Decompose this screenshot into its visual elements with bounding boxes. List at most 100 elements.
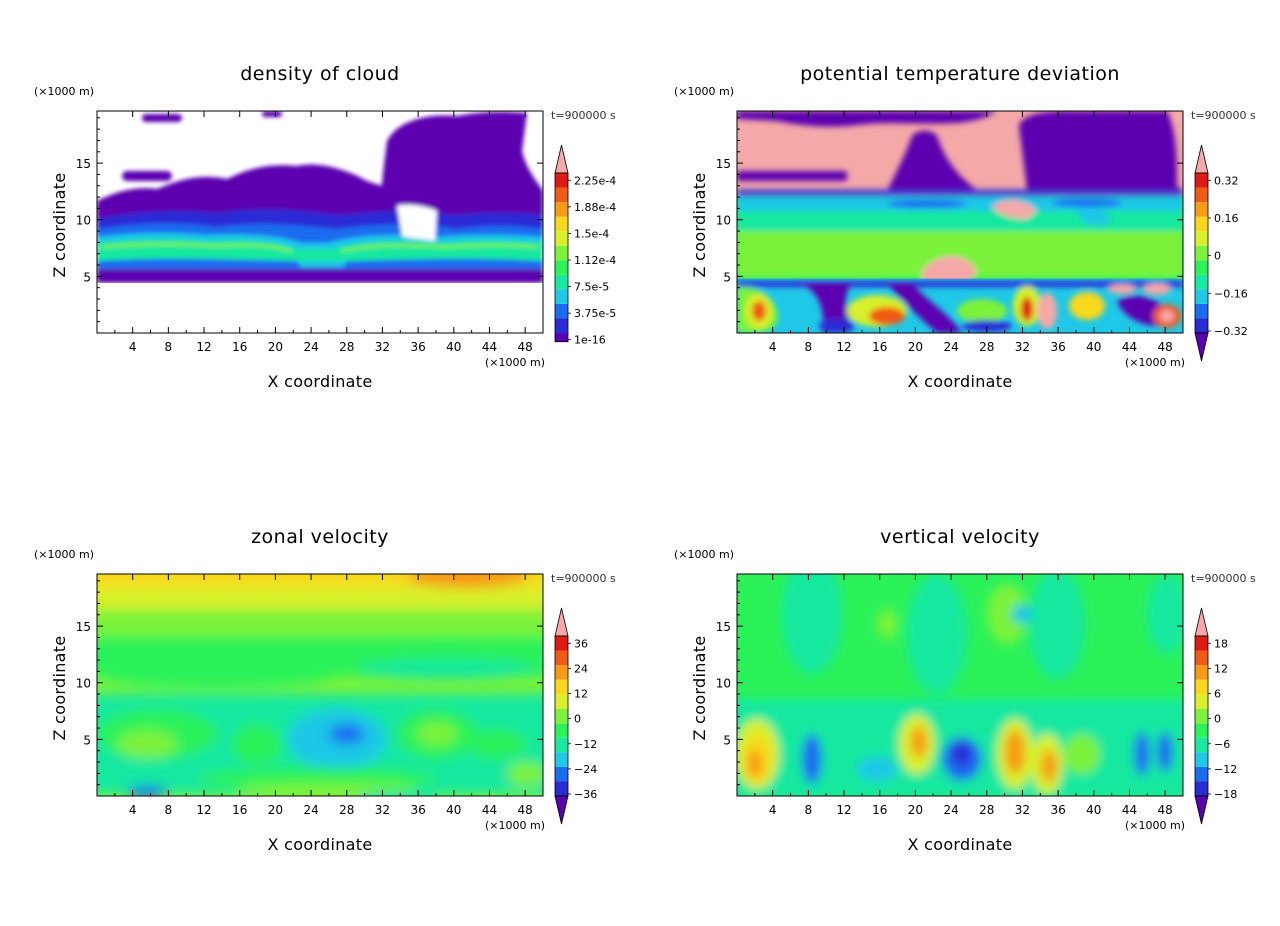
y-tick-label: 5 <box>83 270 91 284</box>
colorbar-segment <box>555 274 568 290</box>
x-tick-label: 36 <box>410 340 425 354</box>
x-unit-label: (×1000 m) <box>485 819 545 832</box>
x-tick-label: 36 <box>1050 340 1065 354</box>
x-tick-label: 24 <box>303 803 318 817</box>
plot-area <box>736 110 1184 334</box>
x-tick-label: 48 <box>1158 340 1173 354</box>
colorbar-label: 1.12e-4 <box>574 254 616 267</box>
x-tick-label: 16 <box>232 803 247 817</box>
x-tick-label: 24 <box>943 340 958 354</box>
y-axis: 5 10 15 <box>76 580 543 786</box>
colorbar: 1e-16 3.75e-5 7.5e-5 1.12e-4 1.5e-4 1.88e-4 2.… <box>554 144 616 347</box>
x-tick-label: 36 <box>410 803 425 817</box>
x-tick-label: 28 <box>339 340 354 354</box>
y-tick-label: 10 <box>716 214 731 228</box>
colorbar-segment <box>555 737 568 753</box>
y-axis: 5 10 15 <box>716 117 1183 323</box>
colorbar-arrow-top <box>1194 144 1209 174</box>
colorbar-label: 2.25e-4 <box>574 174 616 187</box>
x-tick-label: 44 <box>482 803 497 817</box>
x-tick-label: 12 <box>836 803 851 817</box>
x-axis-label: X coordinate <box>908 835 1013 854</box>
x-tick-label: 36 <box>1050 803 1065 817</box>
time-label: t=900000 s <box>551 109 616 122</box>
contour-field <box>97 111 543 333</box>
chart-title: vertical velocity <box>880 526 1040 548</box>
colorbar-arrow-top <box>554 607 569 637</box>
x-tick-label: 16 <box>872 803 887 817</box>
x-tick-label: 40 <box>1086 340 1101 354</box>
x-tick-label: 12 <box>196 340 211 354</box>
x-tick-label: 40 <box>1086 803 1101 817</box>
x-unit-label: (×1000 m) <box>485 356 545 369</box>
colorbar-segment <box>1195 694 1208 709</box>
x-tick-label: 48 <box>1158 803 1173 817</box>
x-tick-label: 44 <box>482 340 497 354</box>
y-axis-label: Z coordinate <box>50 636 69 741</box>
y-tick-label: 5 <box>723 733 731 747</box>
colorbar: −36 −24 −12 0 12 24 36 <box>554 607 597 825</box>
colorbar-label: −0.16 <box>1214 287 1248 300</box>
colorbar-label: −36 <box>574 788 597 801</box>
x-axis: 4 8 12 16 20 24 28 32 36 40 44 48 <box>114 111 533 354</box>
x-tick-label: 28 <box>979 340 994 354</box>
x-tick-label: 24 <box>943 803 958 817</box>
colorbar-label: 0 <box>1214 250 1221 263</box>
colorbar-label: 12 <box>1214 662 1228 675</box>
y-axis-label: Z coordinate <box>50 173 69 278</box>
colorbar-segment <box>1195 231 1208 246</box>
y-axis: 5 10 15 <box>76 117 543 323</box>
x-tick-label: 32 <box>1015 340 1030 354</box>
colorbar-label: −12 <box>574 738 597 751</box>
x-tick-label: 16 <box>872 340 887 354</box>
y-tick-label: 10 <box>76 677 91 691</box>
y-tick-label: 5 <box>83 733 91 747</box>
colorbar-outline <box>1194 635 1209 797</box>
x-axis-label: X coordinate <box>268 835 373 854</box>
colorbar-label: 0 <box>1214 713 1221 726</box>
x-unit-label: (×1000 m) <box>1125 356 1185 369</box>
x-tick-label: 8 <box>805 340 813 354</box>
colorbar-segment <box>555 173 568 188</box>
colorbar-arrow-bottom <box>1194 795 1209 825</box>
colorbar-label: 24 <box>574 662 588 675</box>
chart-title: density of cloud <box>240 63 400 85</box>
colorbar-segment <box>555 752 568 767</box>
time-label: t=900000 s <box>1191 109 1256 122</box>
y-tick-label: 10 <box>76 214 91 228</box>
colorbar-segment <box>555 333 568 342</box>
y-tick-label: 15 <box>716 157 731 171</box>
x-tick-label: 4 <box>769 340 777 354</box>
colorbar-label: 0.32 <box>1214 174 1239 187</box>
y-axis: 5 10 15 <box>716 580 1183 786</box>
colorbar-segment <box>555 245 568 261</box>
x-tick-label: 44 <box>1122 340 1137 354</box>
x-tick-label: 32 <box>375 340 390 354</box>
x-tick-label: 12 <box>836 340 851 354</box>
x-tick-label: 32 <box>375 803 390 817</box>
x-tick-label: 24 <box>303 340 318 354</box>
x-tick-label: 12 <box>196 803 211 817</box>
colorbar-segment <box>1195 781 1208 796</box>
colorbar-label: −24 <box>574 763 597 776</box>
colorbar-segment <box>555 216 568 232</box>
colorbar-segment <box>555 289 568 304</box>
colorbar-label: −18 <box>1214 788 1237 801</box>
x-tick-label: 28 <box>339 803 354 817</box>
y-unit-label: (×1000 m) <box>34 548 94 561</box>
colorbar-outline <box>554 635 569 797</box>
colorbar-segment <box>1195 187 1208 203</box>
x-axis: 4 8 12 16 20 24 28 32 36 40 44 48 <box>754 111 1173 354</box>
colorbar-label: 1e-16 <box>574 334 606 347</box>
x-axis-label: X coordinate <box>908 372 1013 391</box>
colorbar-segment <box>555 231 568 246</box>
colorbar-label: 36 <box>574 637 588 650</box>
x-tick-label: 8 <box>165 340 173 354</box>
y-tick-label: 15 <box>76 157 91 171</box>
colorbar-segment <box>1195 650 1208 666</box>
y-tick-label: 15 <box>76 620 91 634</box>
plot-area <box>96 110 544 334</box>
x-tick-label: 20 <box>908 803 923 817</box>
colorbar-segment <box>1195 752 1208 767</box>
